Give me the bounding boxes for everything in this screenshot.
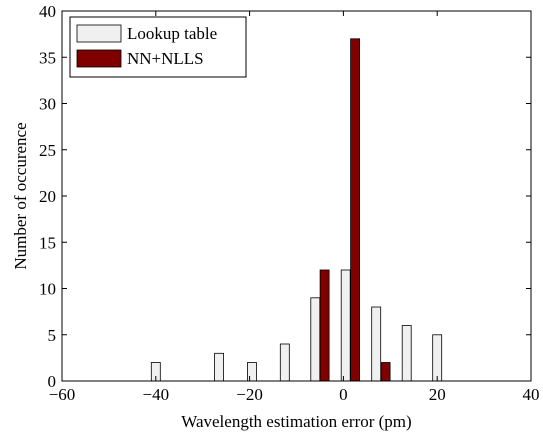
y-tick-label: 35: [39, 48, 56, 67]
bar-lookup-table-7: [401, 325, 412, 382]
y-tick-label: 0: [48, 372, 57, 391]
x-tick-label: 0: [339, 385, 348, 404]
bar-lookup-table-2: [246, 362, 257, 382]
y-tick-label: 30: [39, 95, 56, 114]
x-tick-label: 40: [523, 385, 540, 404]
y-axis-label: Number of occurence: [11, 122, 30, 269]
legend: Lookup table NN+NLLS: [69, 16, 247, 78]
x-tick-label: 20: [429, 385, 446, 404]
bar-nn-nlls-1: [350, 38, 361, 382]
legend-swatch-1: [76, 49, 122, 68]
bar-lookup-table-8: [432, 334, 443, 382]
x-tick-label: −40: [143, 385, 170, 404]
bar-nn-nlls-2: [380, 362, 391, 382]
y-tick-label: 5: [48, 326, 57, 345]
bar-lookup-table-6: [371, 306, 382, 382]
legend-label-1: NN+NLLS: [127, 49, 204, 68]
legend-label-0: Lookup table: [127, 24, 217, 43]
bar-lookup-table-1: [214, 352, 225, 382]
y-tick-label: 25: [39, 141, 56, 160]
x-tick-label: −60: [49, 385, 76, 404]
y-tick-label: 15: [39, 233, 56, 252]
bar-lookup-table-4: [310, 297, 321, 382]
y-tick-label: 10: [39, 280, 56, 299]
y-tick-label: 20: [39, 187, 56, 206]
legend-swatch-0: [76, 24, 122, 43]
bar-nn-nlls-0: [319, 269, 330, 382]
bar-lookup-table-5: [340, 269, 351, 382]
x-axis-label: Wavelength estimation error (pm): [181, 412, 411, 431]
y-tick-label: 40: [39, 2, 56, 21]
bar-lookup-table-3: [279, 343, 290, 382]
x-tick-label: −20: [236, 385, 263, 404]
